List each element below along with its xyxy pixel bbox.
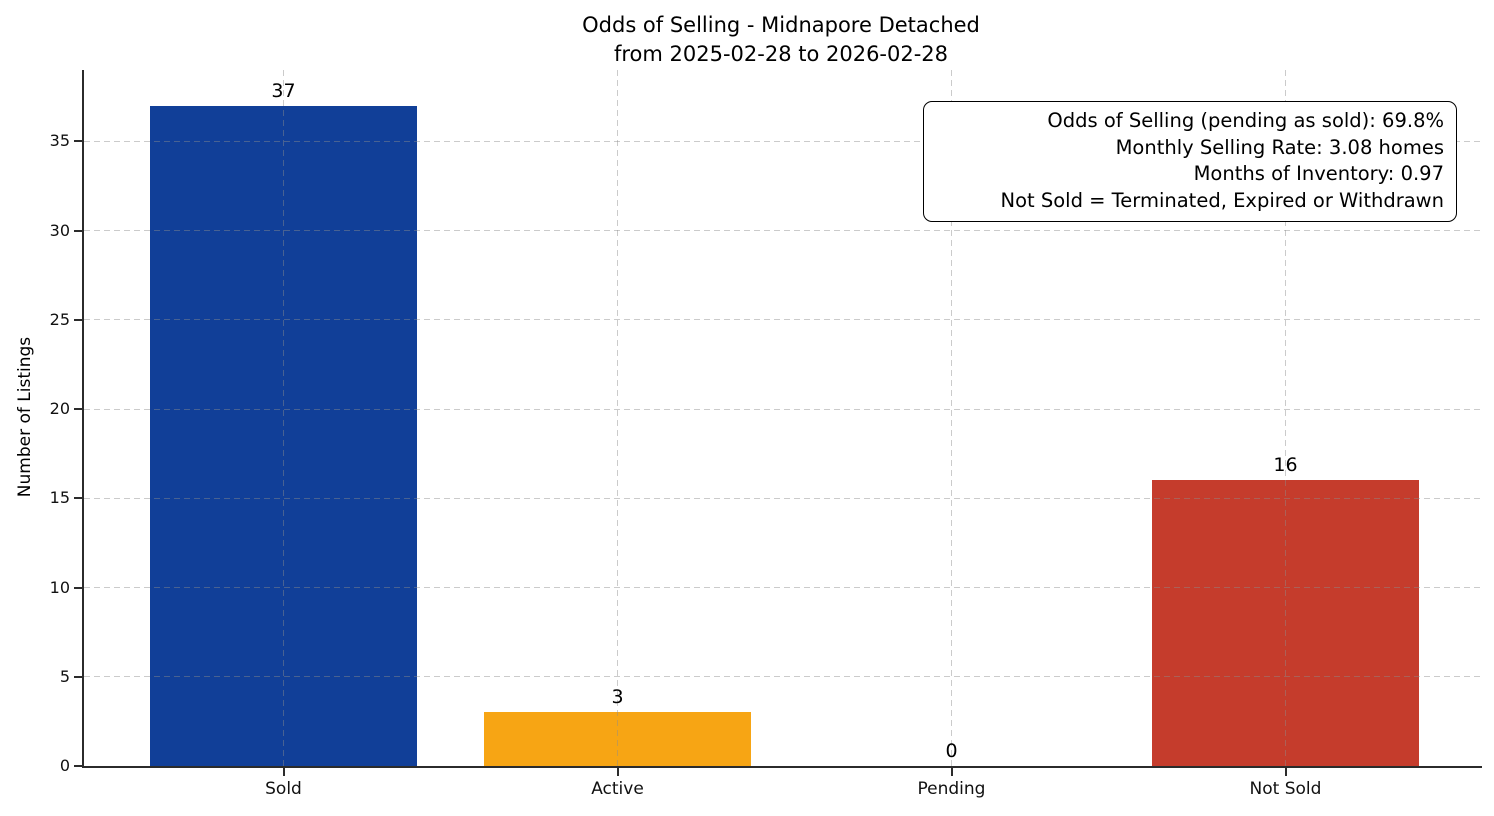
gridline-h-20 bbox=[84, 408, 1482, 410]
gridline-h-15 bbox=[84, 497, 1482, 499]
x-tick-label-not-sold: Not Sold bbox=[1249, 779, 1322, 799]
y-tick-label-20: 20 bbox=[49, 399, 70, 419]
annotation-box: Odds of Selling (pending as sold): 69.8%… bbox=[923, 101, 1457, 222]
chart-title-line-2: from 2025-02-28 to 2026-02-28 bbox=[613, 42, 949, 66]
y-tick-label-35: 35 bbox=[49, 131, 70, 151]
y-tick-mark-5 bbox=[74, 675, 82, 678]
y-tick-mark-20 bbox=[74, 408, 82, 411]
bar-not-sold bbox=[1152, 480, 1419, 766]
chart-title: Odds of Selling - Midnapore Detached fro… bbox=[82, 11, 1480, 69]
bar-value-label-pending: 0 bbox=[945, 740, 958, 762]
y-tick-label-5: 5 bbox=[59, 666, 70, 686]
gridline-v-not-sold bbox=[1285, 70, 1286, 766]
gridline-h-5 bbox=[84, 676, 1482, 678]
gridline-v-sold bbox=[283, 70, 284, 766]
bar-value-label-not-sold: 16 bbox=[1273, 454, 1298, 477]
bar-value-label-sold: 37 bbox=[271, 79, 296, 102]
y-tick-mark-25 bbox=[74, 318, 82, 321]
gridline-h-30 bbox=[84, 230, 1482, 232]
gridline-h-25 bbox=[84, 319, 1482, 321]
gridline-v-active bbox=[617, 70, 618, 766]
annotation-line-odds: Odds of Selling (pending as sold): 69.8% bbox=[1047, 109, 1444, 132]
y-tick-mark-10 bbox=[74, 586, 82, 589]
y-tick-label-15: 15 bbox=[49, 488, 70, 508]
annotation-line-inventory: Months of Inventory: 0.97 bbox=[1193, 162, 1444, 185]
y-tick-mark-35 bbox=[74, 140, 82, 143]
bar-sold bbox=[150, 106, 417, 766]
x-tick-label-sold: Sold bbox=[265, 779, 302, 799]
y-tick-mark-30 bbox=[74, 229, 82, 232]
gridline-h-10 bbox=[84, 587, 1482, 589]
y-tick-label-25: 25 bbox=[49, 309, 70, 329]
x-tick-mark-pending bbox=[950, 768, 953, 776]
x-tick-mark-active bbox=[616, 768, 619, 776]
y-tick-label-0: 0 bbox=[59, 756, 70, 775]
annotation-line-notsold-def: Not Sold = Terminated, Expired or Withdr… bbox=[1000, 188, 1444, 212]
plot-area: 0 5 10 15 20 25 30 35 Sold 37 Active 3 Pending 0 Not S… bbox=[50, 70, 1482, 799]
x-tick-label-pending: Pending bbox=[917, 779, 986, 799]
bar-value-label-active: 3 bbox=[611, 686, 624, 709]
chart-title-line-1: Odds of Selling - Midnapore Detached bbox=[582, 13, 980, 37]
x-tick-mark-sold bbox=[282, 768, 285, 776]
annotation-line-rate: Monthly Selling Rate: 3.08 homes bbox=[1115, 135, 1444, 159]
gridline-h-35 bbox=[84, 140, 1482, 142]
x-tick-label-active: Active bbox=[591, 779, 644, 799]
y-tick-label-10: 10 bbox=[49, 577, 70, 597]
bar-active bbox=[484, 712, 751, 766]
gridline-v-pending bbox=[951, 70, 952, 766]
y-tick-mark-0 bbox=[74, 765, 82, 767]
y-tick-mark-15 bbox=[74, 497, 82, 500]
y-tick-label-30: 30 bbox=[49, 220, 70, 240]
x-tick-mark-not-sold bbox=[1284, 768, 1287, 776]
